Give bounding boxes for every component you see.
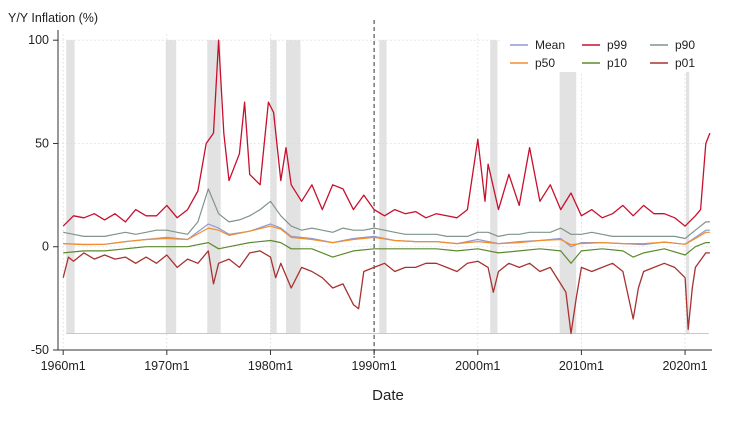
recession-band: [270, 40, 277, 334]
recession-band: [165, 40, 177, 334]
x-tick-label: 2000m1: [455, 359, 500, 373]
series-line-p10: [63, 239, 710, 264]
recession-band: [379, 40, 387, 334]
y-tick-label: -50: [31, 343, 49, 357]
series-line-p50: [63, 225, 710, 246]
legend-label-p90: p90: [675, 38, 695, 52]
legend-label-p99: p99: [607, 38, 627, 52]
recession-band: [286, 40, 301, 334]
recession-band: [559, 40, 577, 334]
recession-band: [207, 40, 221, 334]
legend-box: [502, 34, 712, 72]
recession-bands: [66, 40, 709, 334]
x-tick-label: 1980m1: [248, 359, 293, 373]
y-tick-label: 50: [35, 136, 49, 150]
x-tick-label: 1960m1: [41, 359, 86, 373]
axes: -50 0 50 100 1960m1 1970m1 1980m1 1990m1 2000m1 2…: [28, 30, 712, 373]
legend-label-p10: p10: [607, 56, 627, 70]
y-tick-label: 0: [42, 240, 49, 254]
legend-label-mean: Mean: [535, 38, 565, 52]
recession-band: [686, 40, 690, 334]
y-tick-label: 100: [28, 33, 49, 47]
x-tick-label: 2020m1: [662, 359, 707, 373]
x-tick-label: 1990m1: [352, 359, 397, 373]
recession-band: [66, 40, 75, 334]
series-line-p90: [63, 188, 710, 240]
legend-label-p50: p50: [535, 56, 555, 70]
series-line-p99: [62, 39, 711, 227]
x-tick-label: 1970m1: [144, 359, 189, 373]
x-tick-label: 2010m1: [559, 359, 604, 373]
y-axis-title: Y/Y Inflation (%): [8, 11, 98, 25]
series-line-p01: [62, 250, 710, 335]
legend: Mean p99 p90 p50 p10 p01: [502, 34, 712, 72]
legend-label-p01: p01: [675, 56, 695, 70]
x-axis-title: Date: [372, 387, 404, 404]
series-lines: [62, 39, 711, 335]
